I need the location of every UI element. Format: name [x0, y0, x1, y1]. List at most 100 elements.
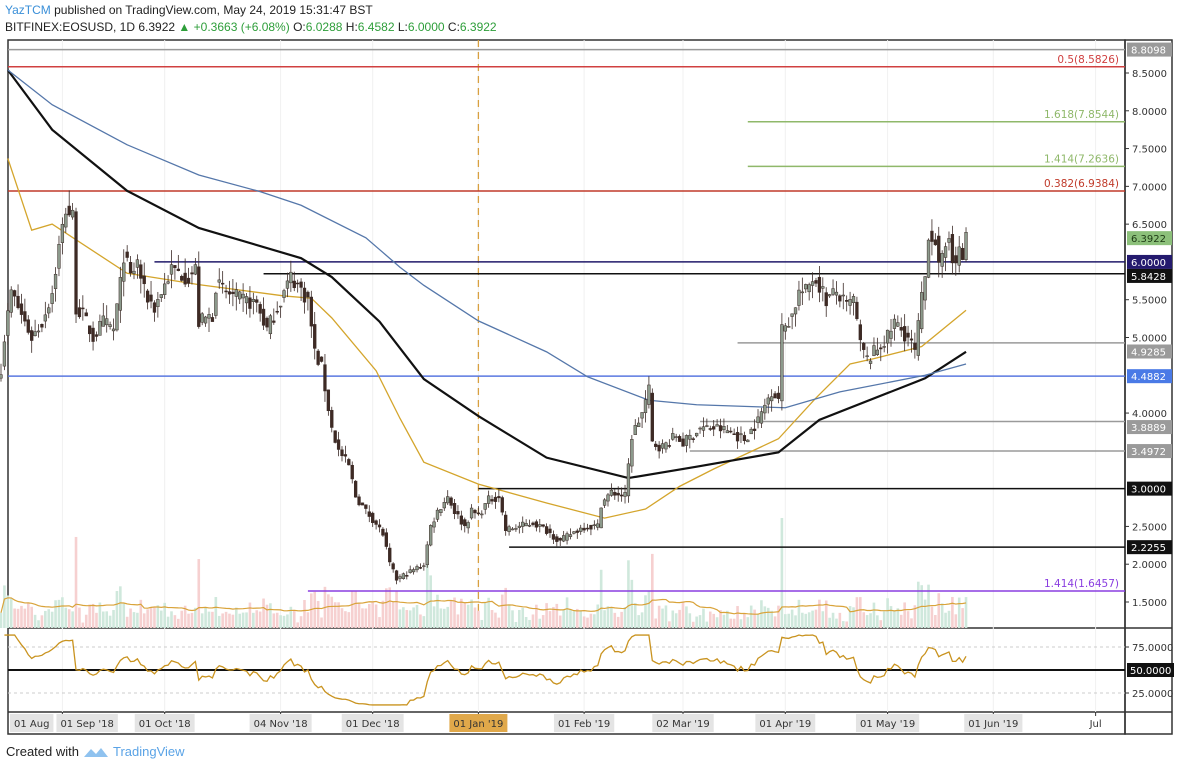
candle-body	[251, 298, 255, 302]
candle-body	[156, 299, 160, 308]
volume-bar	[6, 595, 10, 628]
candle-body	[401, 573, 406, 579]
candle-body	[793, 307, 798, 315]
candle-body	[759, 411, 764, 424]
volume-bar	[26, 602, 30, 628]
volume-bar	[835, 618, 838, 628]
volume-bar	[221, 613, 224, 628]
volume-bar	[818, 599, 821, 628]
candle-body	[862, 343, 866, 350]
volume-bar	[518, 610, 521, 628]
candle-body	[892, 318, 897, 329]
author-link[interactable]: YazTCM	[5, 3, 51, 17]
candle-body	[122, 262, 126, 282]
candle-body	[575, 530, 579, 533]
candle-body	[118, 277, 122, 311]
volume-bar	[811, 610, 814, 628]
candle-body	[374, 520, 378, 525]
volume-bar	[177, 618, 180, 628]
volume-bar	[463, 603, 467, 628]
volume-bar	[647, 591, 651, 628]
volume-bar	[255, 610, 259, 628]
candle-body	[330, 409, 334, 428]
candle-body	[800, 291, 805, 294]
candle-body	[909, 338, 914, 341]
volume-bar	[490, 610, 494, 628]
candle-body	[640, 412, 644, 419]
volume-bar	[146, 609, 149, 628]
volume-bar	[531, 614, 535, 628]
candle-body	[77, 307, 82, 318]
candle-body	[746, 439, 750, 443]
candle-body	[643, 399, 648, 414]
candle-body	[176, 268, 180, 271]
volume-bar	[940, 603, 944, 628]
x-tick-label: 01 May '19	[860, 719, 915, 730]
volume-bar	[422, 616, 426, 628]
candle-body	[323, 364, 327, 392]
candle-body	[57, 244, 61, 269]
volume-bar	[23, 608, 27, 628]
price-chart[interactable]: 0.5(8.5826) 1.618(7.8544) 1.414(7.2636) 0.3…	[0, 0, 1178, 740]
up-arrow-icon: ▲	[178, 20, 191, 34]
candle-body	[797, 289, 801, 306]
volume-bar	[678, 609, 681, 628]
volume-bar	[766, 607, 770, 628]
volume-bar	[425, 560, 429, 628]
volume-bar	[838, 612, 842, 628]
volume-bar	[876, 615, 879, 628]
candle-body	[429, 525, 433, 546]
candle-body	[831, 288, 835, 295]
volume-bar	[16, 608, 20, 628]
candle-body	[111, 328, 116, 332]
candle-body	[0, 374, 3, 379]
volume-bar	[784, 614, 787, 628]
candle-body	[446, 496, 450, 504]
volume-bar	[801, 612, 804, 628]
candle-body	[84, 312, 88, 317]
volume-bar	[637, 615, 640, 628]
y-tick-label: 6.5000	[1132, 220, 1167, 231]
volume-bar	[432, 606, 436, 628]
volume-bar	[794, 615, 797, 628]
candle-body	[340, 449, 344, 457]
candle-body	[548, 528, 552, 534]
volume-bar	[644, 595, 647, 628]
candle-body	[834, 291, 839, 296]
volume-bar	[299, 616, 303, 628]
y-tick-label: 2.5000	[1132, 522, 1167, 533]
rsi-line	[4, 634, 967, 706]
candle-body	[589, 524, 593, 530]
volume-bar	[562, 609, 565, 628]
tradingview-link[interactable]: TradingView	[112, 744, 185, 759]
volume-bar	[572, 611, 576, 628]
time-label-bg	[964, 714, 1023, 732]
candle-body	[630, 439, 634, 467]
volume-bar	[30, 606, 33, 628]
candle-body	[469, 507, 474, 519]
volume-bar	[770, 610, 773, 628]
candle-body	[128, 262, 133, 274]
x-tick-label: 01 Jun '19	[968, 719, 1018, 730]
candle-body	[807, 284, 811, 293]
volume-bar	[289, 606, 293, 628]
volume-bar	[9, 598, 13, 628]
candle-body	[579, 527, 583, 532]
candle-body	[36, 330, 41, 333]
candle-body	[40, 323, 44, 328]
volume-bar	[804, 613, 808, 628]
volume-bar	[627, 560, 630, 628]
volume-bar	[623, 607, 627, 628]
axis-price-badge-text: 4.9285	[1131, 347, 1166, 358]
candle-body	[299, 281, 303, 288]
volume-bar	[575, 608, 579, 628]
volume-bar	[388, 587, 392, 628]
candle-body	[940, 253, 944, 267]
axis-price-badge	[1127, 254, 1172, 269]
rsi-tick-label: 25.0000	[1132, 689, 1173, 700]
volume-bar	[439, 608, 443, 628]
volume-bar	[316, 600, 320, 628]
volume-bar	[661, 608, 664, 628]
volume-bar	[964, 597, 968, 628]
volume-bar	[108, 615, 112, 628]
